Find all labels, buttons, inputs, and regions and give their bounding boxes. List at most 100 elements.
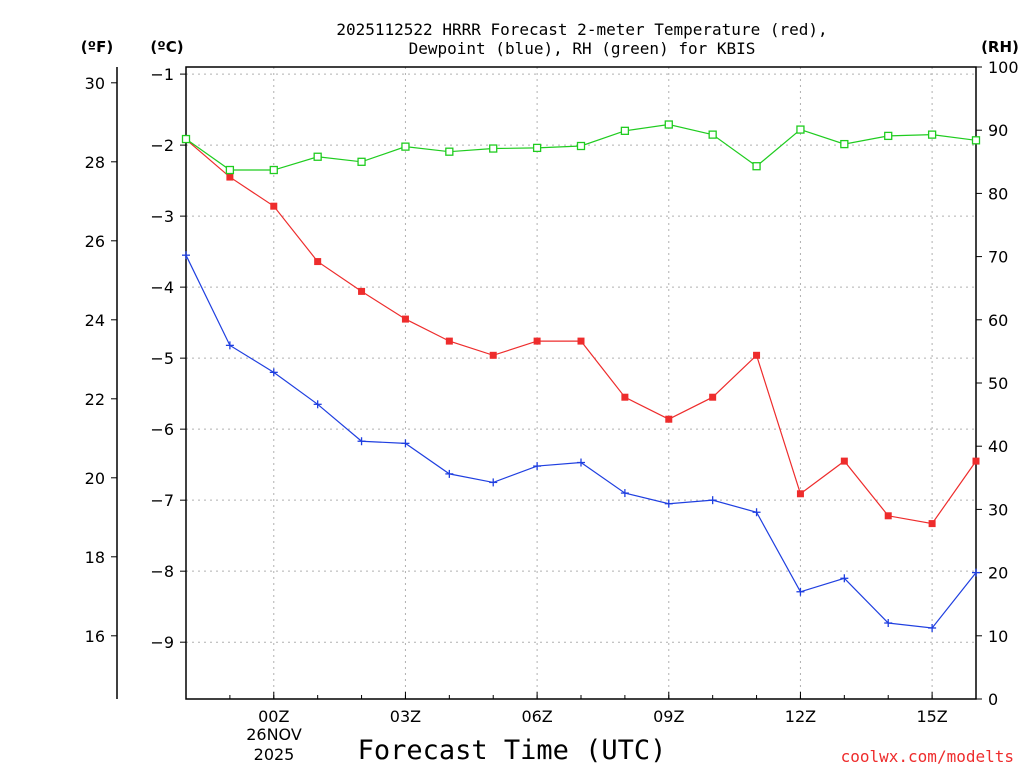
chart-title-line-1: 2025112522 HRRR Forecast 2-meter Tempera… [336,20,827,39]
rh-point [313,152,322,161]
fahrenheit-tick-label: 26 [85,232,105,251]
celsius-tick-label: −8 [150,562,174,581]
rh-tick-label: 0 [988,690,998,709]
temperature-point [665,415,673,423]
date-label-year: 2025 [254,745,295,764]
rh-point [840,139,849,149]
data-series [181,120,981,632]
x-tick-label: 15Z [916,707,947,726]
fahrenheit-tick-label: 18 [85,548,105,567]
temperature-point [709,393,717,401]
axes [111,66,982,700]
rh-tick-label: 70 [988,248,1008,267]
temperature-point [753,351,761,359]
temperature-point [270,202,278,210]
rh-point [181,134,191,144]
rh-point [489,144,498,153]
rh-tick-label: 90 [988,121,1008,140]
dewpoint-point [972,568,980,577]
celsius-tick-label: −6 [150,420,174,439]
dewpoint-point [884,619,893,628]
rh-point [884,131,893,141]
rh-tick-label: 80 [988,184,1008,203]
rh-point [620,126,630,135]
fahrenheit-tick-label: 20 [85,469,105,488]
dewpoint-point [664,499,673,508]
temperature-point [314,258,322,266]
credit-link[interactable]: coolwx.com/modelts [841,747,1014,766]
rh-point [796,125,805,134]
rh-point [269,165,278,175]
x-tick-label: 00Z [258,707,289,726]
rh-point [576,141,586,151]
rh-tick-label: 50 [988,374,1008,393]
rh-tick-label: 30 [988,500,1008,519]
rh-axis-unit: (RH) [981,38,1019,56]
dewpoint-point [708,496,717,505]
fahrenheit-tick-label: 30 [85,74,105,93]
dewpoint-point [928,623,937,632]
celsius-tick-label: −3 [150,207,174,226]
plot-frame [185,66,977,700]
dewpoint-point [840,574,849,583]
dewpoint-point [489,478,498,487]
x-tick-label: 06Z [521,707,552,726]
fahrenheit-tick-label: 22 [85,390,105,409]
celsius-tick-label: −2 [150,136,174,155]
dewpoint-point [401,439,410,448]
rh-tick-label: 20 [988,564,1008,583]
dewpoint-point [752,508,761,517]
rh-point [927,130,937,139]
temperature-point [401,315,409,323]
temperature-point [928,520,936,528]
rh-point [664,120,673,129]
temperature-point [226,173,234,181]
rh-point [971,136,981,145]
celsius-tick-label: −9 [150,633,174,652]
fahrenheit-tick-label: 16 [85,627,105,646]
rh-tick-label: 40 [988,437,1008,456]
celsius-tick-label: −5 [150,349,174,368]
temperature-point [445,337,453,345]
rh-point [532,143,542,153]
fahrenheit-axis-unit: (ºF) [81,38,113,56]
temperature-point [972,457,980,465]
celsius-tick-label: −7 [150,491,174,510]
dewpoint-point [269,368,278,377]
temperature-point [489,351,497,359]
temperature-point [358,287,366,295]
temperature-point [621,393,629,401]
fahrenheit-tick-label: 24 [85,311,105,330]
tick-labels: 00Z 03Z 06Z 09Z 12Z 15Z −1 −2 −3 −4 −5 −6 −7 −8 −9 30 28… [85,58,1019,726]
dewpoint-point [225,341,234,350]
rh-point [401,142,410,151]
rh-tick-label: 100 [988,58,1019,77]
celsius-axis-unit: (ºC) [150,38,183,56]
fahrenheit-tick-label: 28 [85,153,105,172]
temperature-point [577,337,585,345]
rh-tick-label: 10 [988,627,1008,646]
x-axis-label: Forecast Time (UTC) [358,735,667,766]
x-tick-label: 09Z [653,707,684,726]
celsius-tick-label: −1 [150,65,174,84]
rh-tick-label: 60 [988,311,1008,330]
dewpoint-point [182,251,190,260]
rh-point [357,157,366,166]
dewpoint-point [620,489,629,498]
x-tick-label: 03Z [390,707,421,726]
rh-point [752,162,761,171]
dewpoint-point [796,587,805,596]
dewpoint-point [357,437,366,446]
dewpoint-point [313,400,322,409]
rh-point [225,165,235,175]
celsius-tick-label: −4 [150,278,174,297]
dewpoint-point [577,458,585,467]
rh-point [708,130,717,139]
date-label-day: 26NOV [246,725,302,744]
temperature-point [840,457,848,465]
dewpoint-point [445,469,454,478]
temperature-point [796,490,804,498]
dewpoint-point [533,462,542,471]
x-tick-label: 12Z [785,707,816,726]
